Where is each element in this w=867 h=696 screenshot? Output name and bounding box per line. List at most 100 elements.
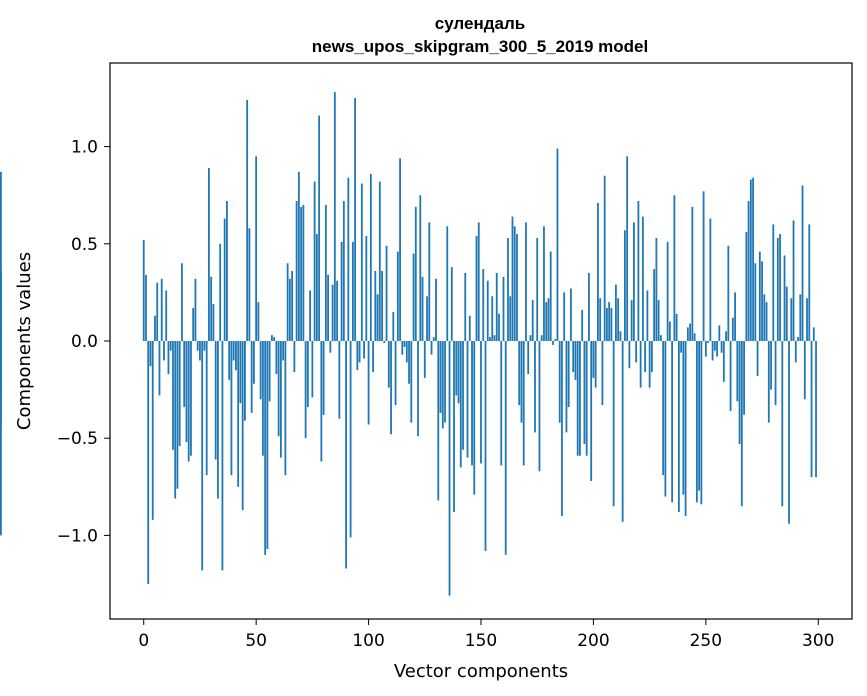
bar — [779, 234, 781, 341]
bar — [630, 300, 633, 341]
bar — [610, 307, 613, 341]
bar — [722, 341, 725, 382]
bar — [239, 341, 242, 404]
bar — [516, 234, 518, 341]
bar — [720, 341, 723, 353]
bar — [226, 201, 228, 341]
bar — [448, 341, 451, 596]
bar — [534, 341, 536, 433]
bar — [333, 92, 336, 341]
bar — [257, 302, 260, 341]
bar — [641, 216, 644, 341]
bar — [358, 341, 361, 363]
bar — [354, 97, 356, 342]
bar — [320, 341, 323, 462]
bar — [160, 278, 163, 341]
y-tick-label: −0.5 — [57, 429, 98, 449]
bar — [0, 331, 2, 341]
bar — [529, 335, 532, 341]
bar — [199, 341, 201, 361]
bar — [459, 341, 462, 468]
bar — [309, 290, 312, 341]
bar — [727, 245, 730, 341]
bar — [196, 341, 199, 351]
bar — [500, 341, 503, 466]
bar — [621, 341, 624, 522]
bar — [381, 271, 383, 341]
bar — [538, 341, 541, 472]
bar — [507, 237, 509, 341]
bar — [637, 201, 640, 341]
bar — [659, 335, 662, 341]
bar — [756, 341, 759, 376]
bar — [767, 341, 770, 423]
bar — [563, 292, 566, 341]
bar — [268, 341, 271, 402]
bar — [417, 341, 419, 437]
bar — [549, 251, 552, 341]
bar — [192, 307, 195, 341]
bar — [599, 298, 602, 341]
bar — [608, 302, 611, 341]
chart-subtitle: news_upos_skipgram_300_5_2019 model — [312, 37, 648, 56]
x-tick-label: 100 — [352, 631, 384, 651]
bar — [284, 341, 287, 476]
bar — [340, 241, 343, 341]
bar — [556, 148, 559, 341]
bar — [772, 224, 775, 341]
bar — [540, 335, 543, 341]
y-axis-ticks: −1.0 −0.5 0.0 0.5 1.0 — [57, 138, 110, 546]
bar — [520, 341, 523, 423]
bar — [201, 341, 204, 571]
bar — [331, 284, 334, 341]
x-axis-ticks: 0 50 100 150 200 250 300 — [138, 619, 834, 651]
bar — [799, 294, 802, 341]
bar — [430, 341, 433, 355]
bar — [205, 341, 208, 476]
bar — [351, 241, 354, 341]
bar — [277, 341, 280, 437]
bar — [570, 288, 572, 341]
bar — [561, 341, 563, 516]
bar — [797, 337, 799, 341]
bar — [740, 341, 743, 507]
bar — [347, 177, 350, 341]
x-tick-label: 0 — [138, 631, 149, 651]
bar — [491, 296, 494, 341]
bar — [279, 341, 282, 458]
bar — [282, 341, 285, 361]
bar — [223, 218, 226, 341]
bar — [581, 309, 584, 341]
bar — [585, 341, 588, 456]
bar — [313, 181, 316, 341]
bar — [801, 185, 804, 341]
bar — [432, 337, 435, 341]
bar — [378, 181, 381, 341]
bar — [300, 206, 303, 341]
bar — [639, 341, 642, 388]
bar — [738, 341, 741, 445]
bar — [394, 341, 397, 406]
bar — [324, 204, 327, 341]
bar — [698, 341, 700, 491]
bar — [579, 341, 581, 456]
bar — [408, 341, 410, 384]
bar — [592, 341, 595, 378]
bar — [765, 302, 768, 341]
bar — [176, 341, 179, 489]
bar — [356, 341, 359, 371]
x-tick-label: 250 — [690, 631, 722, 651]
bar — [626, 156, 629, 341]
bar — [567, 341, 570, 408]
bar — [545, 302, 548, 341]
bar — [666, 241, 669, 341]
bar — [547, 298, 550, 341]
bar — [374, 271, 377, 341]
bar — [671, 341, 674, 503]
bar — [304, 341, 307, 439]
bar — [262, 341, 264, 456]
bar — [178, 341, 181, 446]
bar — [774, 341, 777, 406]
bar — [273, 337, 276, 341]
bar — [707, 341, 709, 343]
